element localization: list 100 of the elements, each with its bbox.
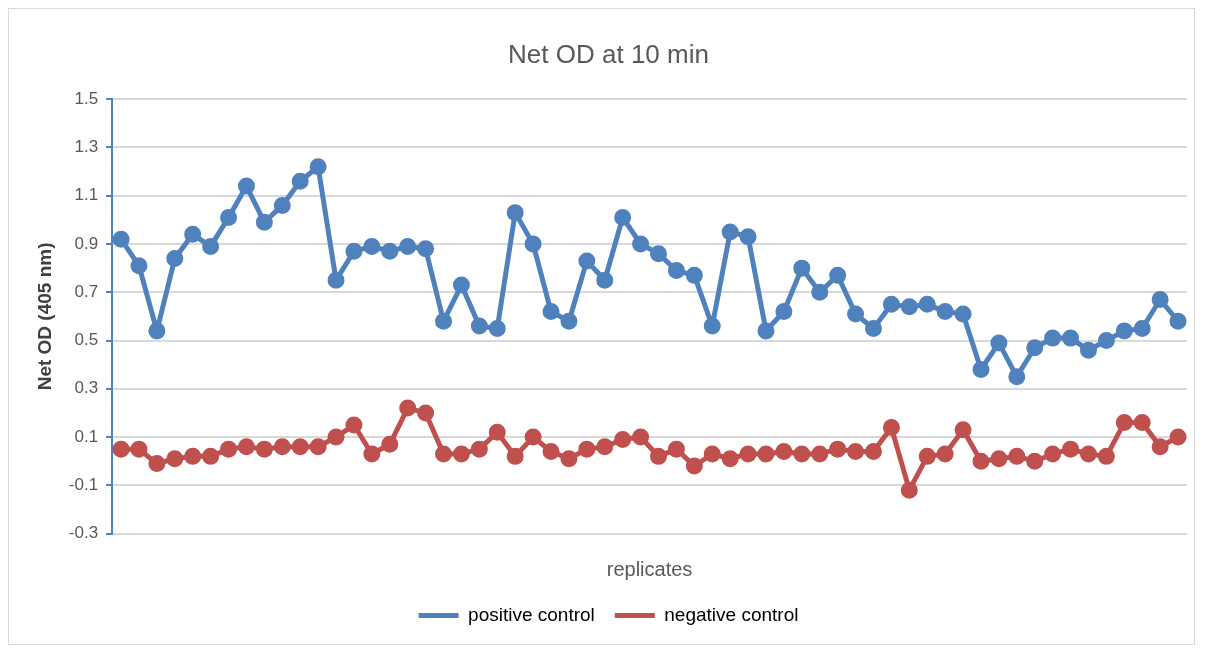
- point: [650, 447, 667, 465]
- point: [452, 445, 470, 463]
- point: [255, 213, 273, 231]
- point: [435, 445, 453, 463]
- point: [775, 303, 793, 321]
- y-tick-label: 1.5: [74, 88, 99, 108]
- point: [739, 228, 757, 246]
- point: [632, 235, 650, 253]
- point: [1151, 291, 1169, 309]
- point: [578, 252, 596, 270]
- point: [1097, 332, 1115, 350]
- y-tick-label: 0.5: [74, 330, 99, 350]
- point: [291, 438, 309, 456]
- point: [1169, 428, 1187, 446]
- point: [596, 271, 614, 289]
- point: [381, 435, 399, 453]
- point: [202, 237, 220, 255]
- point: [488, 319, 506, 337]
- point: [1115, 414, 1133, 432]
- point: [148, 455, 166, 473]
- point: [506, 447, 524, 465]
- point: [309, 158, 327, 176]
- y-tick-label: 0.3: [74, 378, 99, 398]
- point: [864, 443, 882, 461]
- point: [220, 208, 238, 226]
- point: [703, 445, 721, 463]
- point: [721, 223, 739, 241]
- y-tick-label: 0.7: [74, 281, 99, 301]
- point: [435, 312, 453, 330]
- point: [130, 440, 148, 458]
- point: [542, 303, 560, 321]
- point: [793, 445, 811, 463]
- point: [882, 295, 900, 313]
- point: [381, 242, 399, 260]
- point: [882, 418, 900, 436]
- point: [255, 440, 273, 458]
- point: [345, 416, 363, 434]
- legend-label: negative control: [664, 603, 799, 625]
- point: [542, 443, 560, 461]
- point: [632, 428, 650, 446]
- point: [363, 237, 381, 255]
- point: [327, 428, 345, 446]
- point: [345, 242, 363, 260]
- y-tick-label: 0.1: [74, 426, 99, 446]
- point: [291, 172, 309, 190]
- point: [1044, 445, 1062, 463]
- y-tick-label: -0.3: [68, 523, 99, 543]
- point: [667, 440, 685, 458]
- point: [1115, 322, 1133, 340]
- point: [184, 225, 202, 243]
- point: [596, 438, 614, 456]
- y-tick-label: 1.3: [74, 137, 99, 157]
- point: [309, 438, 327, 456]
- point: [399, 237, 417, 255]
- point: [1008, 447, 1026, 465]
- point: [847, 305, 865, 323]
- point: [793, 259, 811, 277]
- point: [417, 404, 435, 422]
- point: [990, 450, 1008, 468]
- legend-label: positive control: [468, 603, 595, 625]
- point: [506, 204, 524, 222]
- point: [112, 230, 130, 248]
- y-tick-label: -0.1: [68, 475, 99, 495]
- point: [273, 438, 291, 456]
- point: [470, 440, 488, 458]
- point: [148, 322, 166, 340]
- point: [202, 447, 220, 465]
- point: [1079, 445, 1097, 463]
- point: [667, 262, 685, 280]
- point: [757, 322, 775, 340]
- point: [1062, 440, 1080, 458]
- point: [1097, 447, 1115, 465]
- point: [452, 276, 470, 294]
- point: [220, 440, 238, 458]
- y-tick-label: 0.9: [74, 233, 99, 253]
- point: [1008, 368, 1026, 386]
- point: [864, 319, 882, 337]
- point: [1079, 341, 1097, 359]
- point: [703, 317, 721, 335]
- point: [524, 235, 542, 253]
- point: [739, 445, 757, 463]
- point: [972, 360, 990, 378]
- point: [130, 257, 148, 275]
- point: [829, 440, 847, 458]
- point: [1169, 312, 1187, 330]
- point: [936, 303, 954, 321]
- y-axis-title: Net OD (405 nm): [33, 242, 55, 391]
- point: [685, 266, 703, 284]
- x-axis-title: replicates: [606, 557, 693, 580]
- point: [775, 443, 793, 461]
- point: [954, 421, 972, 439]
- point: [1044, 329, 1062, 347]
- point: [757, 445, 775, 463]
- point: [578, 440, 596, 458]
- point: [524, 428, 542, 446]
- point: [560, 450, 578, 468]
- point: [1133, 319, 1151, 337]
- point: [237, 438, 255, 456]
- point: [918, 295, 936, 313]
- point: [112, 440, 130, 458]
